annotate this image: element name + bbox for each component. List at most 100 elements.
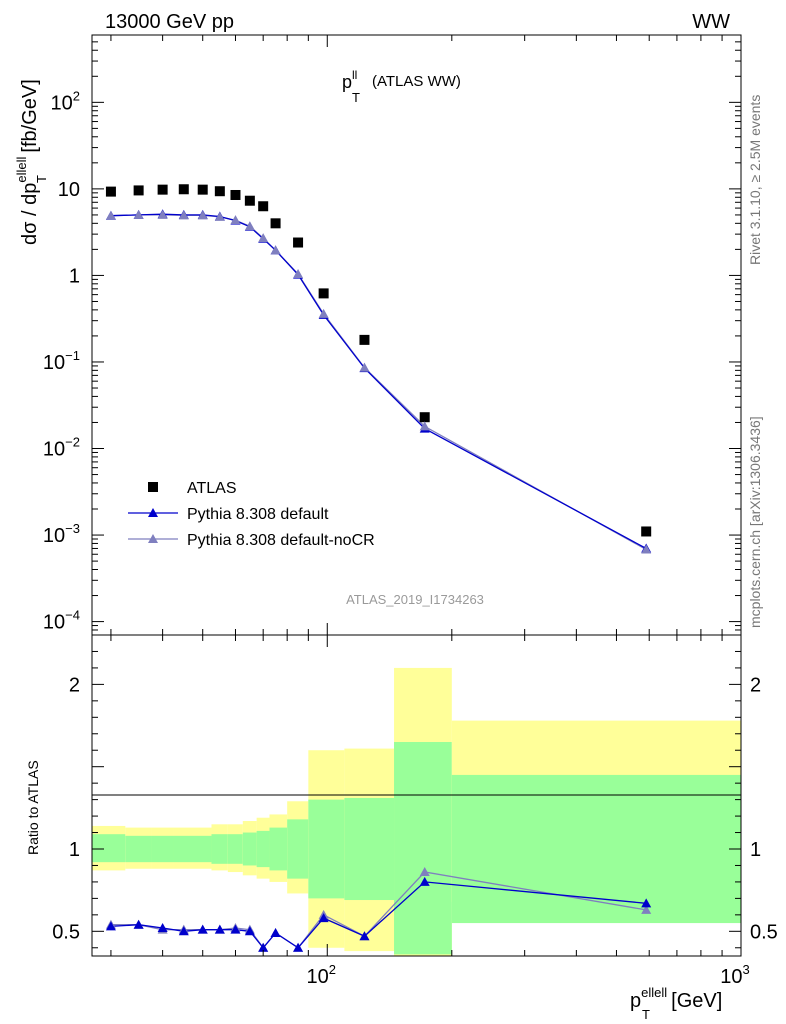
band-green bbox=[287, 819, 309, 879]
ratio-frame bbox=[91, 634, 742, 957]
band-green bbox=[92, 834, 126, 863]
ratio-point-0 bbox=[270, 927, 281, 937]
series-line-1 bbox=[110, 213, 647, 550]
y-tick-label: 10−1 bbox=[43, 348, 80, 374]
band-green bbox=[242, 832, 257, 866]
x-tick-label: 103 bbox=[720, 962, 749, 988]
title-rest: (ATLAS WW) bbox=[372, 73, 461, 90]
band-green bbox=[394, 742, 452, 955]
legend-marker bbox=[148, 482, 158, 492]
mc-point-2 bbox=[230, 215, 241, 225]
mc-point-2 bbox=[214, 211, 225, 221]
ratio-point-0 bbox=[641, 898, 652, 908]
y-axis-label: dσ / dpellell [fb/GeV] T bbox=[14, 79, 49, 245]
ratio-y-tick-label: 0.5 bbox=[52, 921, 80, 943]
band-green bbox=[256, 830, 270, 868]
ylabel-prefix: dσ / dp bbox=[19, 183, 41, 245]
mc-point-2 bbox=[359, 362, 370, 372]
ratio-y-tick-label: 1 bbox=[69, 839, 80, 861]
data-point bbox=[230, 189, 241, 200]
x-axis-label: pellell [GeV] bbox=[630, 985, 722, 1012]
data-point bbox=[105, 186, 116, 197]
y-tick-label: 10−3 bbox=[43, 521, 80, 547]
mc-point-2 bbox=[197, 210, 208, 220]
title-p: p bbox=[342, 72, 352, 92]
mc-point-2 bbox=[133, 209, 144, 219]
svg-text:dσ / dpellell[fb/GeV]: dσ / dpellell [fb/GeV] bbox=[14, 79, 41, 245]
mc-point-2 bbox=[157, 209, 168, 219]
ratio-y-tick-label: 2 bbox=[69, 674, 80, 696]
ratio-point-0 bbox=[214, 924, 225, 934]
y-tick-label: 10−2 bbox=[43, 435, 80, 461]
xlabel-sub: T bbox=[642, 1007, 650, 1022]
ratio-panel: 0.5 0.5 1 1 2 2 102 103 Ratio to ATLAS pellell… bbox=[25, 634, 778, 1022]
data-point bbox=[244, 195, 255, 206]
ratio-y-tick-label-right: 0.5 bbox=[750, 921, 778, 943]
y-tick-label: 10−4 bbox=[43, 608, 80, 634]
mc-point-2 bbox=[641, 544, 652, 554]
title-sub: T bbox=[352, 90, 360, 105]
side-label-upper: Rivet 3.1.10, ≥ 2.5M events bbox=[747, 95, 763, 265]
data-point bbox=[214, 186, 225, 197]
ratio-point-0 bbox=[197, 924, 208, 934]
legend-marker bbox=[148, 534, 158, 543]
ratio-point-0 bbox=[230, 924, 241, 934]
ratio-point-0 bbox=[318, 913, 329, 923]
title-sup: ll bbox=[352, 68, 357, 82]
header-right: WW bbox=[692, 11, 730, 33]
y-tick-label: 10 bbox=[58, 179, 80, 201]
data-point bbox=[318, 288, 329, 299]
xlabel-prefix: p bbox=[630, 990, 641, 1012]
watermark: ATLAS_2019_I1734263 bbox=[346, 592, 484, 607]
data-point bbox=[293, 237, 304, 248]
band-green bbox=[193, 835, 212, 863]
mc-point-2 bbox=[178, 210, 189, 220]
data-point bbox=[197, 184, 208, 195]
ratio-point-0 bbox=[178, 926, 189, 936]
mc-point-2 bbox=[105, 210, 116, 220]
band-green bbox=[125, 835, 152, 863]
data-point bbox=[270, 218, 281, 229]
band-green bbox=[211, 834, 228, 864]
xlabel-suffix: [GeV] bbox=[671, 990, 722, 1012]
side-label-lower: mcplots.cern.ch [arXiv:1306.3436] bbox=[747, 416, 763, 628]
panel-title: pll bbox=[342, 68, 357, 92]
band-green bbox=[173, 835, 194, 863]
x-tick-label: 102 bbox=[307, 962, 336, 988]
ratio-point-0 bbox=[293, 942, 304, 952]
data-point bbox=[133, 185, 144, 196]
band-green bbox=[344, 797, 395, 901]
mc-point-2 bbox=[318, 308, 329, 318]
ratio-point-1 bbox=[419, 867, 430, 877]
data-point bbox=[641, 526, 652, 537]
mc-point-2 bbox=[258, 233, 269, 243]
legend-label: Pythia 8.308 default bbox=[187, 506, 329, 523]
y-tick-label: 102 bbox=[51, 88, 80, 114]
ylabel-sup: ellell bbox=[14, 156, 29, 182]
mc-point-2 bbox=[293, 268, 304, 278]
ratio-point-0 bbox=[105, 921, 116, 931]
main-panel: ATLAS_2019_I1734263 102 10 1 10−1 10−2 10−3 10… bbox=[14, 34, 742, 636]
mc-point-2 bbox=[419, 421, 430, 431]
ylabel-suffix: [fb/GeV] bbox=[19, 79, 41, 152]
legend-label: ATLAS bbox=[187, 480, 237, 497]
ratio-point-0 bbox=[157, 923, 168, 933]
ratio-point-1 bbox=[641, 904, 652, 914]
ratio-y-tick-label-right: 1 bbox=[750, 839, 761, 861]
ratio-point-0 bbox=[419, 876, 430, 886]
data-point bbox=[419, 412, 430, 423]
ratio-point-0 bbox=[133, 919, 144, 929]
ratio-point-0 bbox=[258, 942, 269, 952]
legend: ATLAS Pythia 8.308 default Pythia 8.308 de… bbox=[128, 480, 375, 549]
mc-point-2 bbox=[244, 221, 255, 231]
xlabel-sup: ellell bbox=[641, 985, 667, 1000]
legend-marker bbox=[148, 508, 158, 517]
band-green bbox=[227, 834, 243, 864]
ratio-y-label: Ratio to ATLAS bbox=[25, 760, 41, 855]
band-green bbox=[151, 835, 174, 863]
ratio-point-0 bbox=[244, 926, 255, 936]
band-green bbox=[308, 799, 345, 899]
y-tick-label: 1 bbox=[69, 265, 80, 287]
mc-point-2 bbox=[270, 245, 281, 255]
